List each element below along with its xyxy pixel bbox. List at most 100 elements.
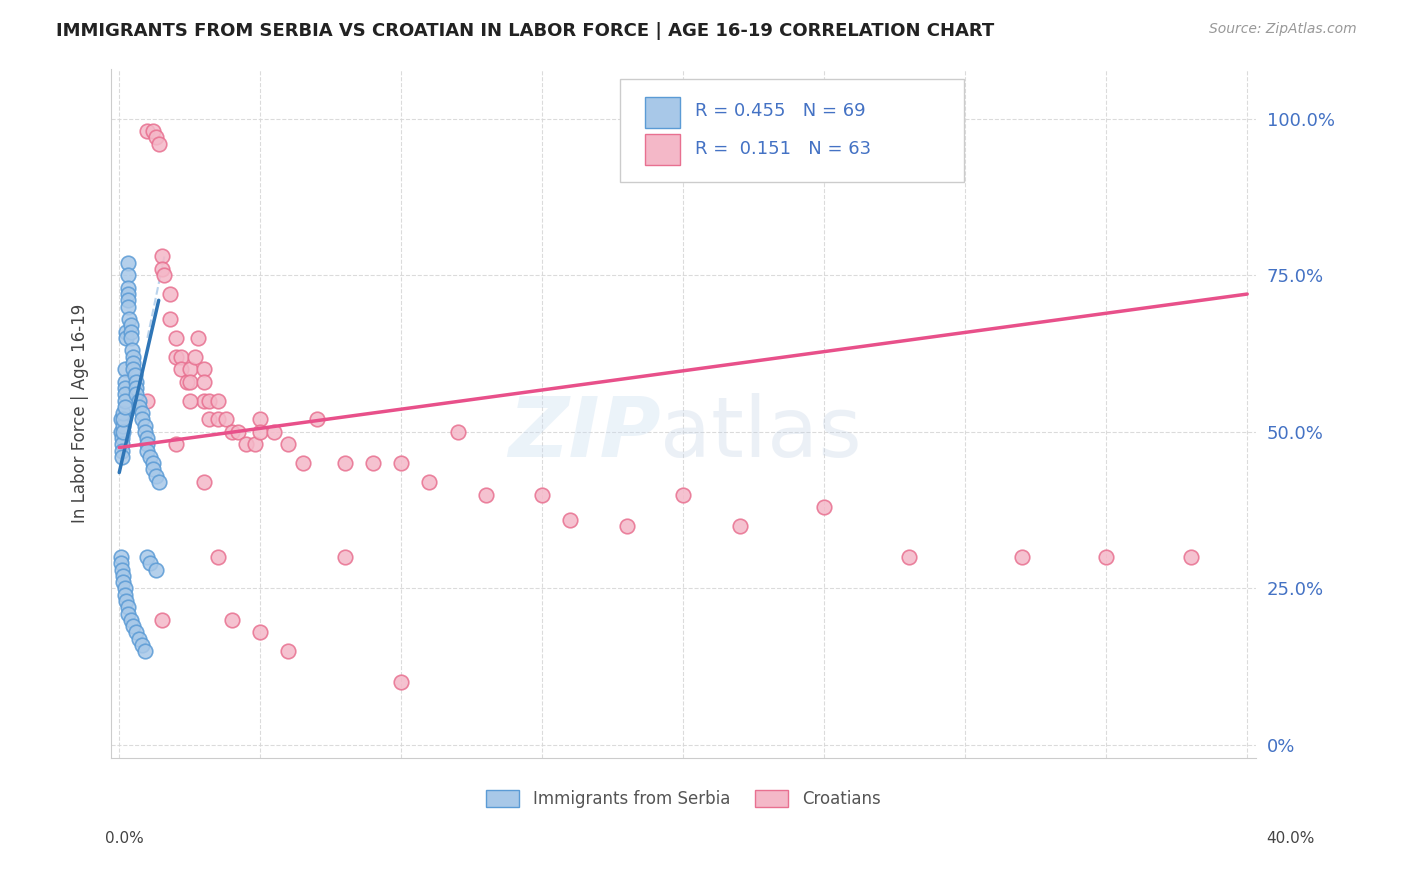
Point bbox=[112, 412, 135, 426]
Point bbox=[111, 431, 134, 445]
Point bbox=[170, 350, 193, 364]
Point bbox=[122, 619, 145, 633]
FancyBboxPatch shape bbox=[645, 97, 679, 128]
Point bbox=[193, 362, 215, 376]
Point bbox=[122, 350, 145, 364]
Point bbox=[150, 262, 173, 277]
Point bbox=[1180, 550, 1202, 565]
Point bbox=[179, 362, 201, 376]
Point bbox=[111, 450, 134, 464]
Point bbox=[114, 582, 136, 596]
Point bbox=[897, 550, 920, 565]
FancyBboxPatch shape bbox=[645, 134, 679, 165]
Point bbox=[187, 331, 209, 345]
Point bbox=[207, 393, 229, 408]
Point bbox=[114, 400, 136, 414]
Point bbox=[136, 437, 159, 451]
Point bbox=[128, 393, 150, 408]
Text: Source: ZipAtlas.com: Source: ZipAtlas.com bbox=[1209, 22, 1357, 37]
Point bbox=[131, 412, 153, 426]
Point bbox=[159, 312, 181, 326]
Point bbox=[333, 550, 356, 565]
Text: R =  0.151   N = 63: R = 0.151 N = 63 bbox=[695, 140, 870, 158]
Point bbox=[117, 300, 139, 314]
Point bbox=[153, 268, 176, 283]
Point bbox=[111, 437, 134, 451]
Point bbox=[136, 393, 159, 408]
Point bbox=[111, 569, 134, 583]
Point bbox=[165, 331, 187, 345]
Point bbox=[114, 362, 136, 376]
Point bbox=[1011, 550, 1033, 565]
Point bbox=[418, 475, 440, 489]
Point bbox=[291, 456, 314, 470]
Point bbox=[150, 250, 173, 264]
Point bbox=[117, 268, 139, 283]
Point bbox=[115, 331, 138, 345]
Point bbox=[145, 563, 167, 577]
Point bbox=[215, 412, 238, 426]
Point bbox=[114, 588, 136, 602]
Point bbox=[148, 475, 170, 489]
Point bbox=[333, 456, 356, 470]
Point bbox=[207, 550, 229, 565]
Point bbox=[117, 600, 139, 615]
Point bbox=[1095, 550, 1118, 565]
Point bbox=[115, 594, 138, 608]
Text: 0.0%: 0.0% bbox=[105, 831, 145, 846]
Text: IMMIGRANTS FROM SERBIA VS CROATIAN IN LABOR FORCE | AGE 16-19 CORRELATION CHART: IMMIGRANTS FROM SERBIA VS CROATIAN IN LA… bbox=[56, 22, 994, 40]
Point bbox=[148, 136, 170, 151]
Text: R = 0.455   N = 69: R = 0.455 N = 69 bbox=[695, 103, 865, 120]
Point bbox=[121, 343, 143, 358]
Point bbox=[114, 381, 136, 395]
Point bbox=[165, 437, 187, 451]
Point bbox=[159, 287, 181, 301]
Point bbox=[179, 375, 201, 389]
Point bbox=[117, 607, 139, 621]
Point bbox=[150, 613, 173, 627]
Point bbox=[125, 387, 148, 401]
Point bbox=[198, 393, 221, 408]
Point bbox=[531, 487, 554, 501]
Point bbox=[128, 632, 150, 646]
Point bbox=[110, 425, 132, 439]
Point bbox=[193, 393, 215, 408]
Point bbox=[277, 437, 299, 451]
Point bbox=[136, 443, 159, 458]
Point bbox=[117, 281, 139, 295]
Point bbox=[145, 130, 167, 145]
Point bbox=[243, 437, 266, 451]
Legend: Immigrants from Serbia, Croatians: Immigrants from Serbia, Croatians bbox=[479, 783, 887, 814]
Point bbox=[277, 644, 299, 658]
Point bbox=[389, 456, 412, 470]
Point bbox=[139, 450, 162, 464]
Point bbox=[305, 412, 328, 426]
Point bbox=[115, 325, 138, 339]
Point bbox=[117, 287, 139, 301]
Point bbox=[128, 400, 150, 414]
Point bbox=[136, 124, 159, 138]
Point bbox=[110, 557, 132, 571]
Point bbox=[179, 393, 201, 408]
Point bbox=[111, 443, 134, 458]
Point bbox=[110, 550, 132, 565]
Point bbox=[176, 375, 198, 389]
Point bbox=[221, 425, 243, 439]
Point bbox=[165, 350, 187, 364]
Point bbox=[139, 557, 162, 571]
Text: ZIP: ZIP bbox=[508, 393, 661, 475]
Point bbox=[389, 675, 412, 690]
Point bbox=[142, 124, 165, 138]
Point bbox=[117, 256, 139, 270]
Point bbox=[125, 625, 148, 640]
Point bbox=[728, 519, 751, 533]
Point bbox=[111, 425, 134, 439]
Point bbox=[616, 519, 638, 533]
Point bbox=[125, 375, 148, 389]
Point bbox=[131, 406, 153, 420]
Point bbox=[114, 387, 136, 401]
Point bbox=[110, 412, 132, 426]
Point bbox=[226, 425, 249, 439]
Point bbox=[249, 425, 271, 439]
Point bbox=[134, 644, 156, 658]
